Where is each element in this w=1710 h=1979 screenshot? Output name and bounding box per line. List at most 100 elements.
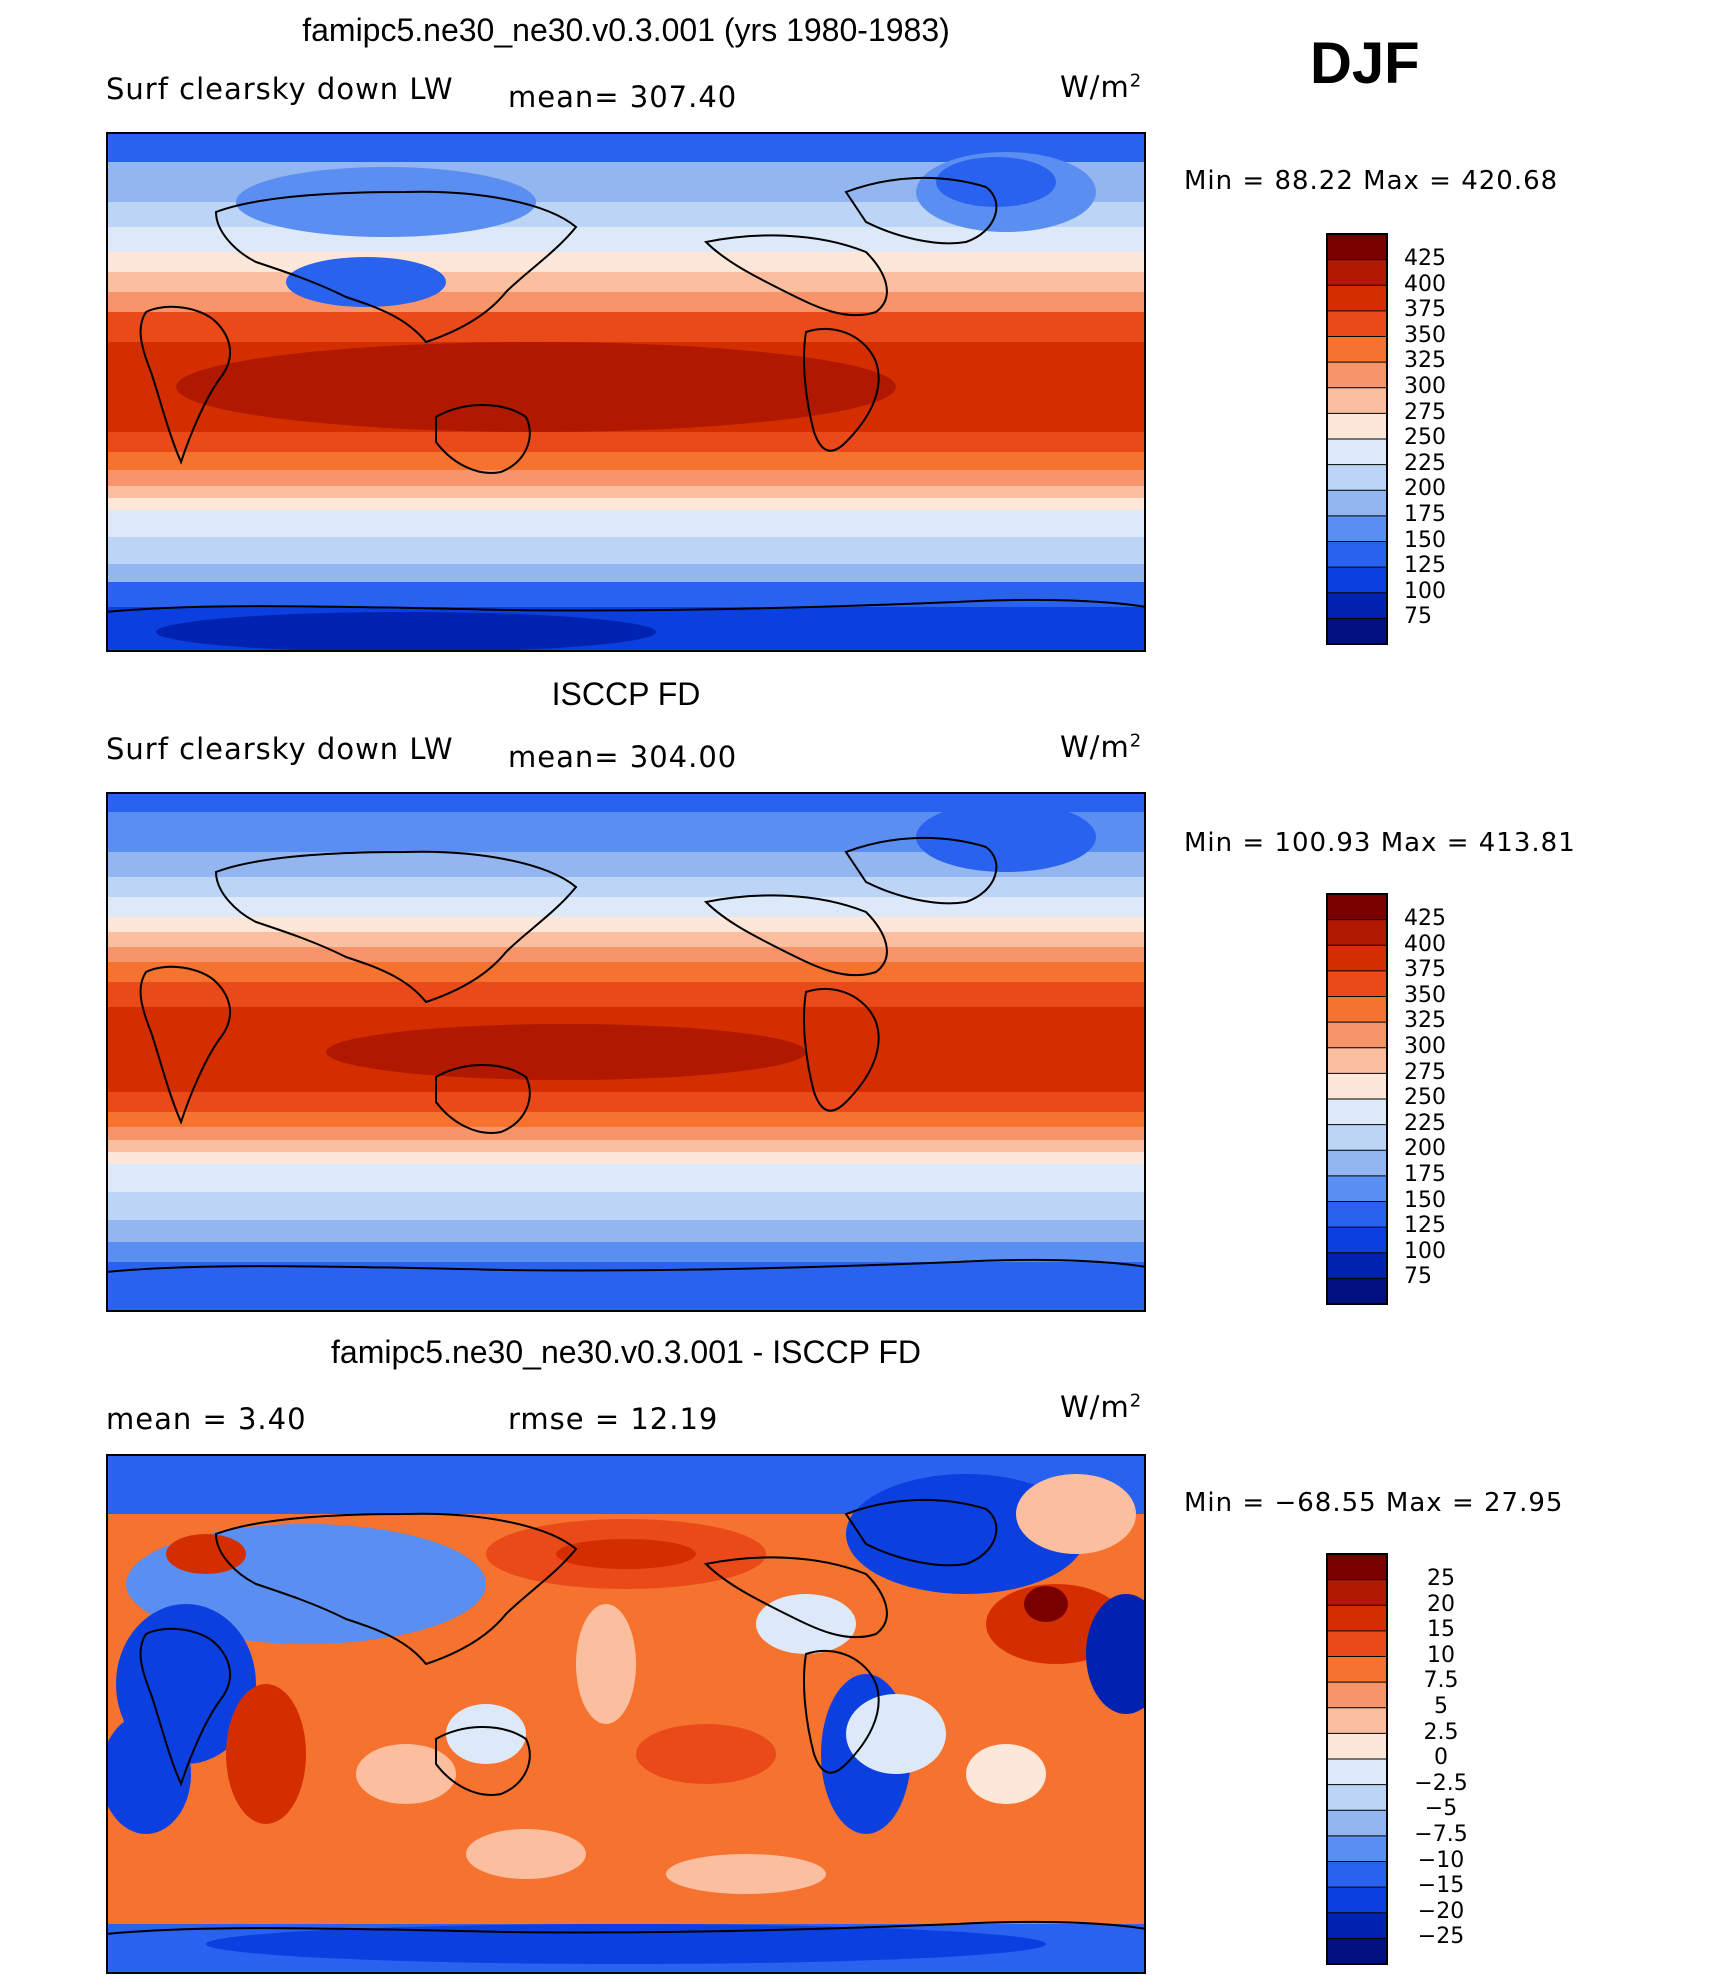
- panel-2-map: [106, 792, 1146, 1312]
- colorbar-tick-label: 350: [1404, 322, 1446, 348]
- colorbar-swatch: [1326, 1630, 1388, 1658]
- colorbar-swatch: [1326, 617, 1388, 645]
- colorbar-swatch: [1326, 515, 1388, 543]
- colorbar-swatch: [1326, 1886, 1388, 1914]
- colorbar-tick-label: 125: [1404, 1213, 1446, 1239]
- panel-2-colorbar-labels: 425 400 375 350 325 300 275 250 225 200 …: [1404, 906, 1484, 1290]
- colorbar-swatch: [1326, 1175, 1388, 1203]
- colorbar-swatch: [1326, 284, 1388, 312]
- colorbar-swatch: [1326, 1656, 1388, 1684]
- colorbar-tick-label: 7.5: [1423, 1668, 1459, 1694]
- colorbar-swatch: [1326, 970, 1388, 998]
- colorbar-swatch: [1326, 489, 1388, 517]
- colorbar-swatch: [1326, 361, 1388, 389]
- units-exp: 2: [1129, 70, 1143, 92]
- panel-1-variable-label: Surf clearsky down LW: [106, 72, 454, 106]
- colorbar-tick-label: 10: [1427, 1642, 1455, 1668]
- colorbar-swatch: [1326, 1937, 1388, 1965]
- colorbar-swatch: [1326, 387, 1388, 415]
- colorbar-tick-label: 300: [1404, 1033, 1446, 1059]
- panel-2-colorbar: [1326, 893, 1388, 1305]
- colorbar-tick-label: 375: [1404, 297, 1446, 323]
- colorbar-tick-label: 350: [1404, 982, 1446, 1008]
- colorbar-tick-label: 0: [1434, 1745, 1448, 1771]
- colorbar-tick-label: 250: [1404, 1085, 1446, 1111]
- colorbar-swatch: [1326, 259, 1388, 287]
- colorbar-swatch: [1326, 1835, 1388, 1863]
- units-exp: 2: [1129, 1390, 1143, 1412]
- colorbar-swatch: [1326, 1226, 1388, 1254]
- colorbar-swatch: [1326, 1681, 1388, 1709]
- panel-1-mean-label: mean= 307.40: [508, 80, 738, 114]
- colorbar-swatch: [1326, 566, 1388, 594]
- panel-1-colorbar-labels: 425 400 375 350 325 300 275 250 225 200 …: [1404, 246, 1484, 630]
- colorbar-swatch: [1326, 310, 1388, 338]
- colorbar-tick-label: 225: [1404, 450, 1446, 476]
- colorbar-swatch: [1326, 1579, 1388, 1607]
- colorbar-swatch: [1326, 996, 1388, 1024]
- panel-2-minmax: Min = 100.93 Max = 413.81: [1184, 828, 1576, 858]
- panel-3-colorbar-labels: 25 20 15 10 7.5 5 2.5 0 −2.5 −5 −7.5 −10…: [1396, 1566, 1486, 1950]
- colorbar-tick-label: −10: [1417, 1847, 1465, 1873]
- colorbar-tick-label: 200: [1404, 476, 1446, 502]
- colorbar-tick-label: 375: [1404, 957, 1446, 983]
- colorbar-tick-label: 425: [1404, 906, 1446, 931]
- colorbar-tick-label: 75: [1404, 604, 1432, 630]
- colorbar-tick-label: 5: [1434, 1693, 1448, 1719]
- colorbar-swatch: [1326, 1912, 1388, 1940]
- colorbar-swatch: [1326, 1861, 1388, 1889]
- panel-3-units: W/m2: [1060, 1390, 1142, 1424]
- units-base: W/m: [1060, 730, 1130, 764]
- colorbar-tick-label: 150: [1404, 1187, 1446, 1213]
- colorbar-swatch: [1326, 919, 1388, 947]
- colorbar-tick-label: 325: [1404, 1008, 1446, 1034]
- colorbar-swatch: [1326, 1124, 1388, 1152]
- colorbar-swatch: [1326, 1758, 1388, 1786]
- panel-3-title: famipc5.ne30_ne30.v0.3.001 - ISCCP FD: [331, 1334, 921, 1370]
- units-base: W/m: [1060, 70, 1130, 104]
- colorbar-swatch: [1326, 336, 1388, 364]
- colorbar-swatch: [1326, 1553, 1388, 1581]
- panel-2-variable-label: Surf clearsky down LW: [106, 732, 454, 766]
- colorbar-swatch: [1326, 1277, 1388, 1305]
- colorbar-tick-label: 175: [1404, 1161, 1446, 1187]
- colorbar-tick-label: 200: [1404, 1136, 1446, 1162]
- colorbar-swatch: [1326, 893, 1388, 921]
- units-exp: 2: [1129, 730, 1143, 752]
- colorbar-tick-label: 75: [1404, 1264, 1432, 1290]
- colorbar-swatch: [1326, 1604, 1388, 1632]
- colorbar-swatch: [1326, 1021, 1388, 1049]
- colorbar-swatch: [1326, 412, 1388, 440]
- colorbar-tick-label: 400: [1404, 931, 1446, 957]
- colorbar-swatch: [1326, 592, 1388, 620]
- panel-2-title: ISCCP FD: [551, 676, 701, 712]
- colorbar-tick-label: 150: [1404, 527, 1446, 553]
- colorbar-tick-label: −7.5: [1414, 1821, 1468, 1847]
- colorbar-swatch: [1326, 438, 1388, 466]
- colorbar-tick-label: −15: [1417, 1873, 1465, 1899]
- colorbar-tick-label: 250: [1404, 425, 1446, 451]
- panel-3-mean-label: mean = 3.40: [106, 1402, 307, 1436]
- colorbar-swatch: [1326, 944, 1388, 972]
- colorbar-swatch: [1326, 1707, 1388, 1735]
- colorbar-tick-label: 2.5: [1423, 1719, 1459, 1745]
- panel-2-units: W/m2: [1060, 730, 1142, 764]
- colorbar-tick-label: 300: [1404, 373, 1446, 399]
- panel-3-map: [106, 1454, 1146, 1974]
- panel-1-title: famipc5.ne30_ne30.v0.3.001 (yrs 1980-198…: [302, 12, 950, 48]
- colorbar-tick-label: 275: [1404, 1059, 1446, 1085]
- colorbar-tick-label: −2.5: [1414, 1770, 1468, 1796]
- colorbar-tick-label: 15: [1427, 1617, 1455, 1643]
- colorbar-swatch: [1326, 1201, 1388, 1229]
- colorbar-swatch: [1326, 233, 1388, 261]
- panel-1-minmax: Min = 88.22 Max = 420.68: [1184, 166, 1559, 196]
- colorbar-tick-label: 175: [1404, 501, 1446, 527]
- colorbar-swatch: [1326, 1252, 1388, 1280]
- units-base: W/m: [1060, 1390, 1130, 1424]
- colorbar-swatch: [1326, 464, 1388, 492]
- colorbar-swatch: [1326, 1784, 1388, 1812]
- colorbar-swatch: [1326, 1809, 1388, 1837]
- colorbar-swatch: [1326, 1732, 1388, 1760]
- colorbar-tick-label: −25: [1417, 1924, 1465, 1950]
- panel-1-units: W/m2: [1060, 70, 1142, 104]
